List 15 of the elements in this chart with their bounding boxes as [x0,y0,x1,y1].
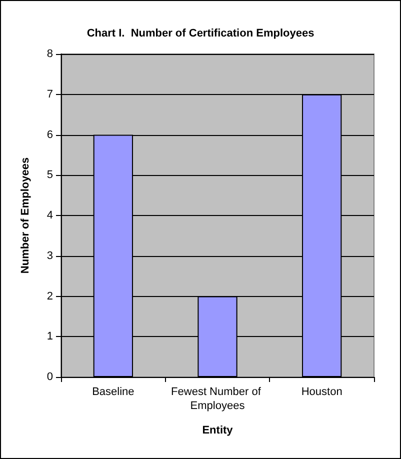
x-tick-label: Baseline [92,386,134,398]
y-tick-label: 0 [46,371,53,383]
y-tick-label: 7 [46,88,53,100]
y-tick-label: 1 [46,330,53,343]
x-tick-label: Houston [301,386,342,398]
y-tick-label: 2 [46,290,53,302]
y-tick-label: 6 [46,128,53,141]
y-axis-title: Number of Employees [20,157,32,274]
y-tick-label: 4 [46,210,53,222]
chart-title: Chart I. Number of Certification Employees [86,28,314,40]
y-tick-label: 8 [46,48,53,60]
x-axis-title: Entity [202,424,234,436]
y-tick-label: 3 [46,250,53,262]
y-tick-label: 5 [46,169,53,182]
x-tick-label: Fewest Number of Employees [171,386,264,412]
